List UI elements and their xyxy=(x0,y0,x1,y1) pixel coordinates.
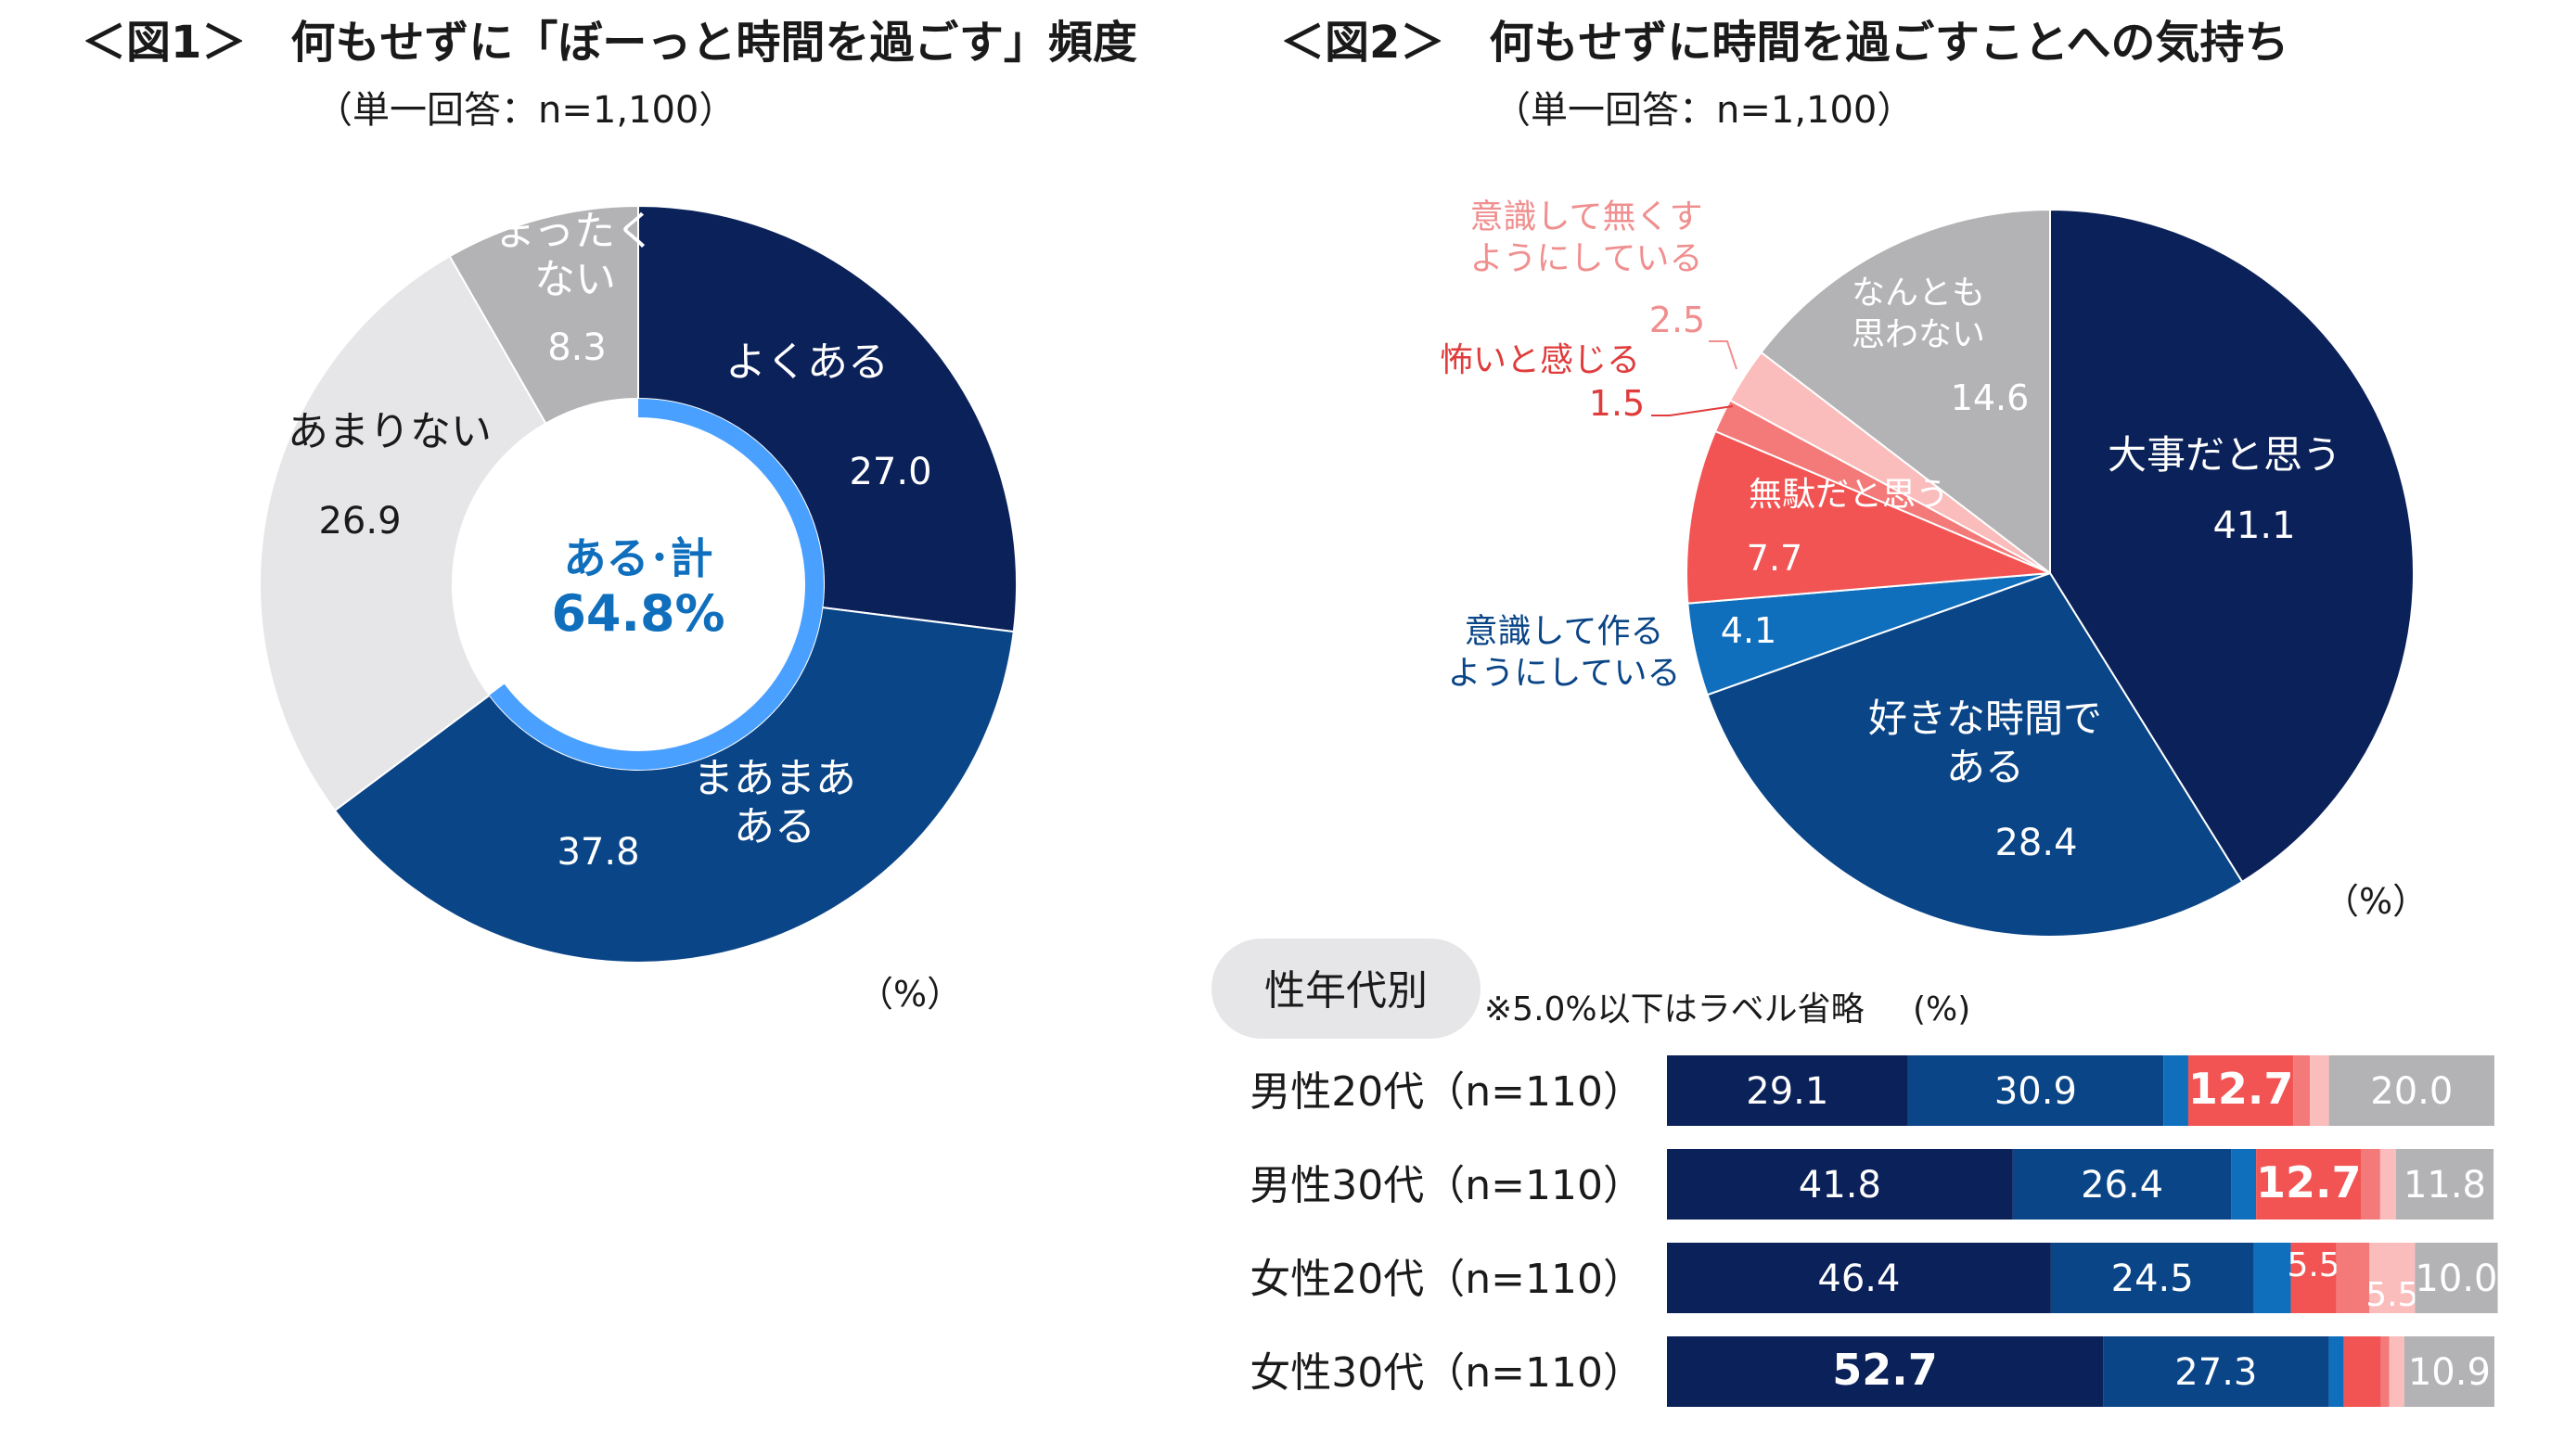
bar-segment xyxy=(2293,1055,2311,1126)
donut-label-often: よくある xyxy=(725,338,889,386)
bar-segment xyxy=(2328,1055,2494,1126)
bar-segment xyxy=(2361,1149,2380,1220)
bar-value-label: 12.7 xyxy=(2256,1157,2362,1207)
donut-slice-never xyxy=(448,204,639,425)
pie-label-waste: 無駄だと思う xyxy=(1749,476,1949,514)
bar-segment xyxy=(1667,1336,2104,1407)
bar-value-label: 12.7 xyxy=(2188,1064,2294,1114)
pie-label-scary: 怖いと感じる xyxy=(1440,341,1640,379)
pie-slice-indifferent xyxy=(1760,208,2051,576)
pie-value-like: 28.4 xyxy=(1994,822,2077,864)
bar-value-label: 46.4 xyxy=(1817,1258,1900,1300)
bar-segment xyxy=(1667,1149,2013,1220)
bar-segment xyxy=(2369,1243,2416,1313)
bar-segment xyxy=(2012,1149,2232,1220)
bar-value-label: 52.7 xyxy=(1832,1345,1938,1395)
bar-segment xyxy=(1667,1243,2051,1313)
bar-segment xyxy=(2343,1336,2381,1407)
aru-total-arc xyxy=(489,399,824,770)
fig2-subtitle: （単一回答：n=1,100） xyxy=(1493,89,1914,132)
fig2-title: ＜図2＞ 何もせずに時間を過ごすことへの気持ち xyxy=(1280,17,2288,69)
pie-value-waste: 7.7 xyxy=(1747,538,1802,579)
segment-badge-label: 性年代別 xyxy=(1264,967,1428,1015)
bar-segment xyxy=(2163,1055,2188,1126)
bar-segment xyxy=(2379,1149,2396,1220)
pie-value-avoid: 2.5 xyxy=(1649,300,1705,340)
bar-value-label: 29.1 xyxy=(1746,1070,1828,1113)
bar-segment xyxy=(1907,1055,2164,1126)
segment-badge xyxy=(1211,939,1481,1039)
pie-label-important: 大事だと思う xyxy=(2108,432,2341,478)
bar-unit: (%) xyxy=(1913,990,1970,1028)
donut-center-label: ある･計 xyxy=(564,533,713,583)
pie-slice-waste xyxy=(1686,429,2051,605)
bar-value-label: 41.8 xyxy=(1799,1164,1881,1207)
fig1-subtitle: （単一回答：n=1,100） xyxy=(315,89,736,132)
bar-segment xyxy=(2328,1336,2344,1407)
donut-value-rarely: 26.9 xyxy=(318,500,401,543)
bar-segment xyxy=(2290,1243,2337,1313)
bar-segment xyxy=(1667,1055,1908,1126)
bar-segment xyxy=(2336,1243,2370,1313)
pie-value-make-time: 4.1 xyxy=(1721,610,1776,651)
bar-value-label: 5.5 xyxy=(2287,1246,2339,1284)
pie-value-scary: 1.5 xyxy=(1589,383,1645,424)
pie-slice-like xyxy=(1706,571,2244,938)
bar-segment xyxy=(2310,1055,2329,1126)
pie-value-indifferent: 14.6 xyxy=(1951,377,2030,418)
bar-value-label: 11.8 xyxy=(2404,1164,2486,1207)
bar-value-label: 26.4 xyxy=(2081,1164,2163,1207)
donut-label-never: まったくない xyxy=(494,208,656,303)
bar-note: ※5.0%以下はラベル省略 xyxy=(1484,990,1865,1028)
bar-segment xyxy=(2389,1336,2404,1407)
pie-label-avoid: 意識して無くすようにしている xyxy=(1470,198,1703,278)
donut-value-sometimes: 37.8 xyxy=(557,831,639,874)
pie-leader-avoid xyxy=(1709,340,1737,370)
donut-value-often: 27.0 xyxy=(849,451,931,493)
bar-value-label: 24.5 xyxy=(2111,1258,2194,1300)
donut-slice-rarely xyxy=(259,254,547,812)
stacked-bar-chart: 男性20代（n=110） 29.1 30.9 12.7 20.0 男性30代（n=110）… xyxy=(1250,1055,2498,1407)
bar-value-label: 20.0 xyxy=(2370,1070,2453,1113)
bar-segment xyxy=(2256,1149,2362,1220)
bar-segment xyxy=(2103,1336,2329,1407)
bar-segment xyxy=(2380,1336,2390,1407)
fig2-unit: （%） xyxy=(2324,881,2428,922)
pie-value-important: 41.1 xyxy=(2212,504,2295,547)
donut-label-rarely: あまりない xyxy=(288,408,492,455)
pie-label-indifferent: なんとも思わない xyxy=(1852,275,1985,354)
bar-category-label: 女性20代（n=110） xyxy=(1250,1256,1644,1303)
bar-segment xyxy=(2231,1149,2257,1220)
bar-segment xyxy=(2050,1243,2254,1313)
bar-value-label: 10.0 xyxy=(2415,1258,2497,1300)
donut-value-never: 8.3 xyxy=(547,326,607,369)
bar-segment xyxy=(2253,1243,2291,1313)
bar-segment xyxy=(2187,1055,2294,1126)
pie-label-make-time: 意識して作るようにしている xyxy=(1448,613,1681,693)
bar-value-label: 27.3 xyxy=(2174,1351,2257,1394)
pie-chart xyxy=(1686,208,2415,938)
bar-segment xyxy=(2395,1149,2494,1220)
donut-label-sometimes: まあまあある xyxy=(693,755,856,850)
bar-segment xyxy=(2404,1336,2494,1407)
fig1-title: ＜図1＞ 何もせずに「ぼーっと時間を過ごす」頻度 xyxy=(82,17,1137,69)
pie-labels: 大事だと思う 41.1 好きな時間である 28.4 意識して作るようにしている 4.1 無駄… xyxy=(1440,198,2341,865)
donut-chart xyxy=(259,204,1018,964)
bar-value-label: 30.9 xyxy=(1994,1070,2077,1113)
bar-category-label: 男性30代（n=110） xyxy=(1250,1162,1644,1209)
bar-value-label: 5.5 xyxy=(2365,1276,2418,1314)
bar-segment xyxy=(2415,1243,2498,1313)
bar-category-label: 男性20代（n=110） xyxy=(1250,1068,1644,1116)
pie-slice-important xyxy=(2049,208,2415,884)
bar-value-label: 10.9 xyxy=(2408,1351,2491,1394)
donut-center-value: 64.8% xyxy=(551,584,724,643)
donut-labels: よくある 27.0 まあまあある 37.8 あまりない 26.9 まったくない 8.3 xyxy=(288,208,932,874)
fig1-unit: （%） xyxy=(858,974,962,1015)
pie-leader-scary xyxy=(1651,405,1734,416)
pie-label-like: 好きな時間である xyxy=(1868,696,2102,790)
bar-category-label: 女性30代（n=110） xyxy=(1250,1349,1644,1397)
